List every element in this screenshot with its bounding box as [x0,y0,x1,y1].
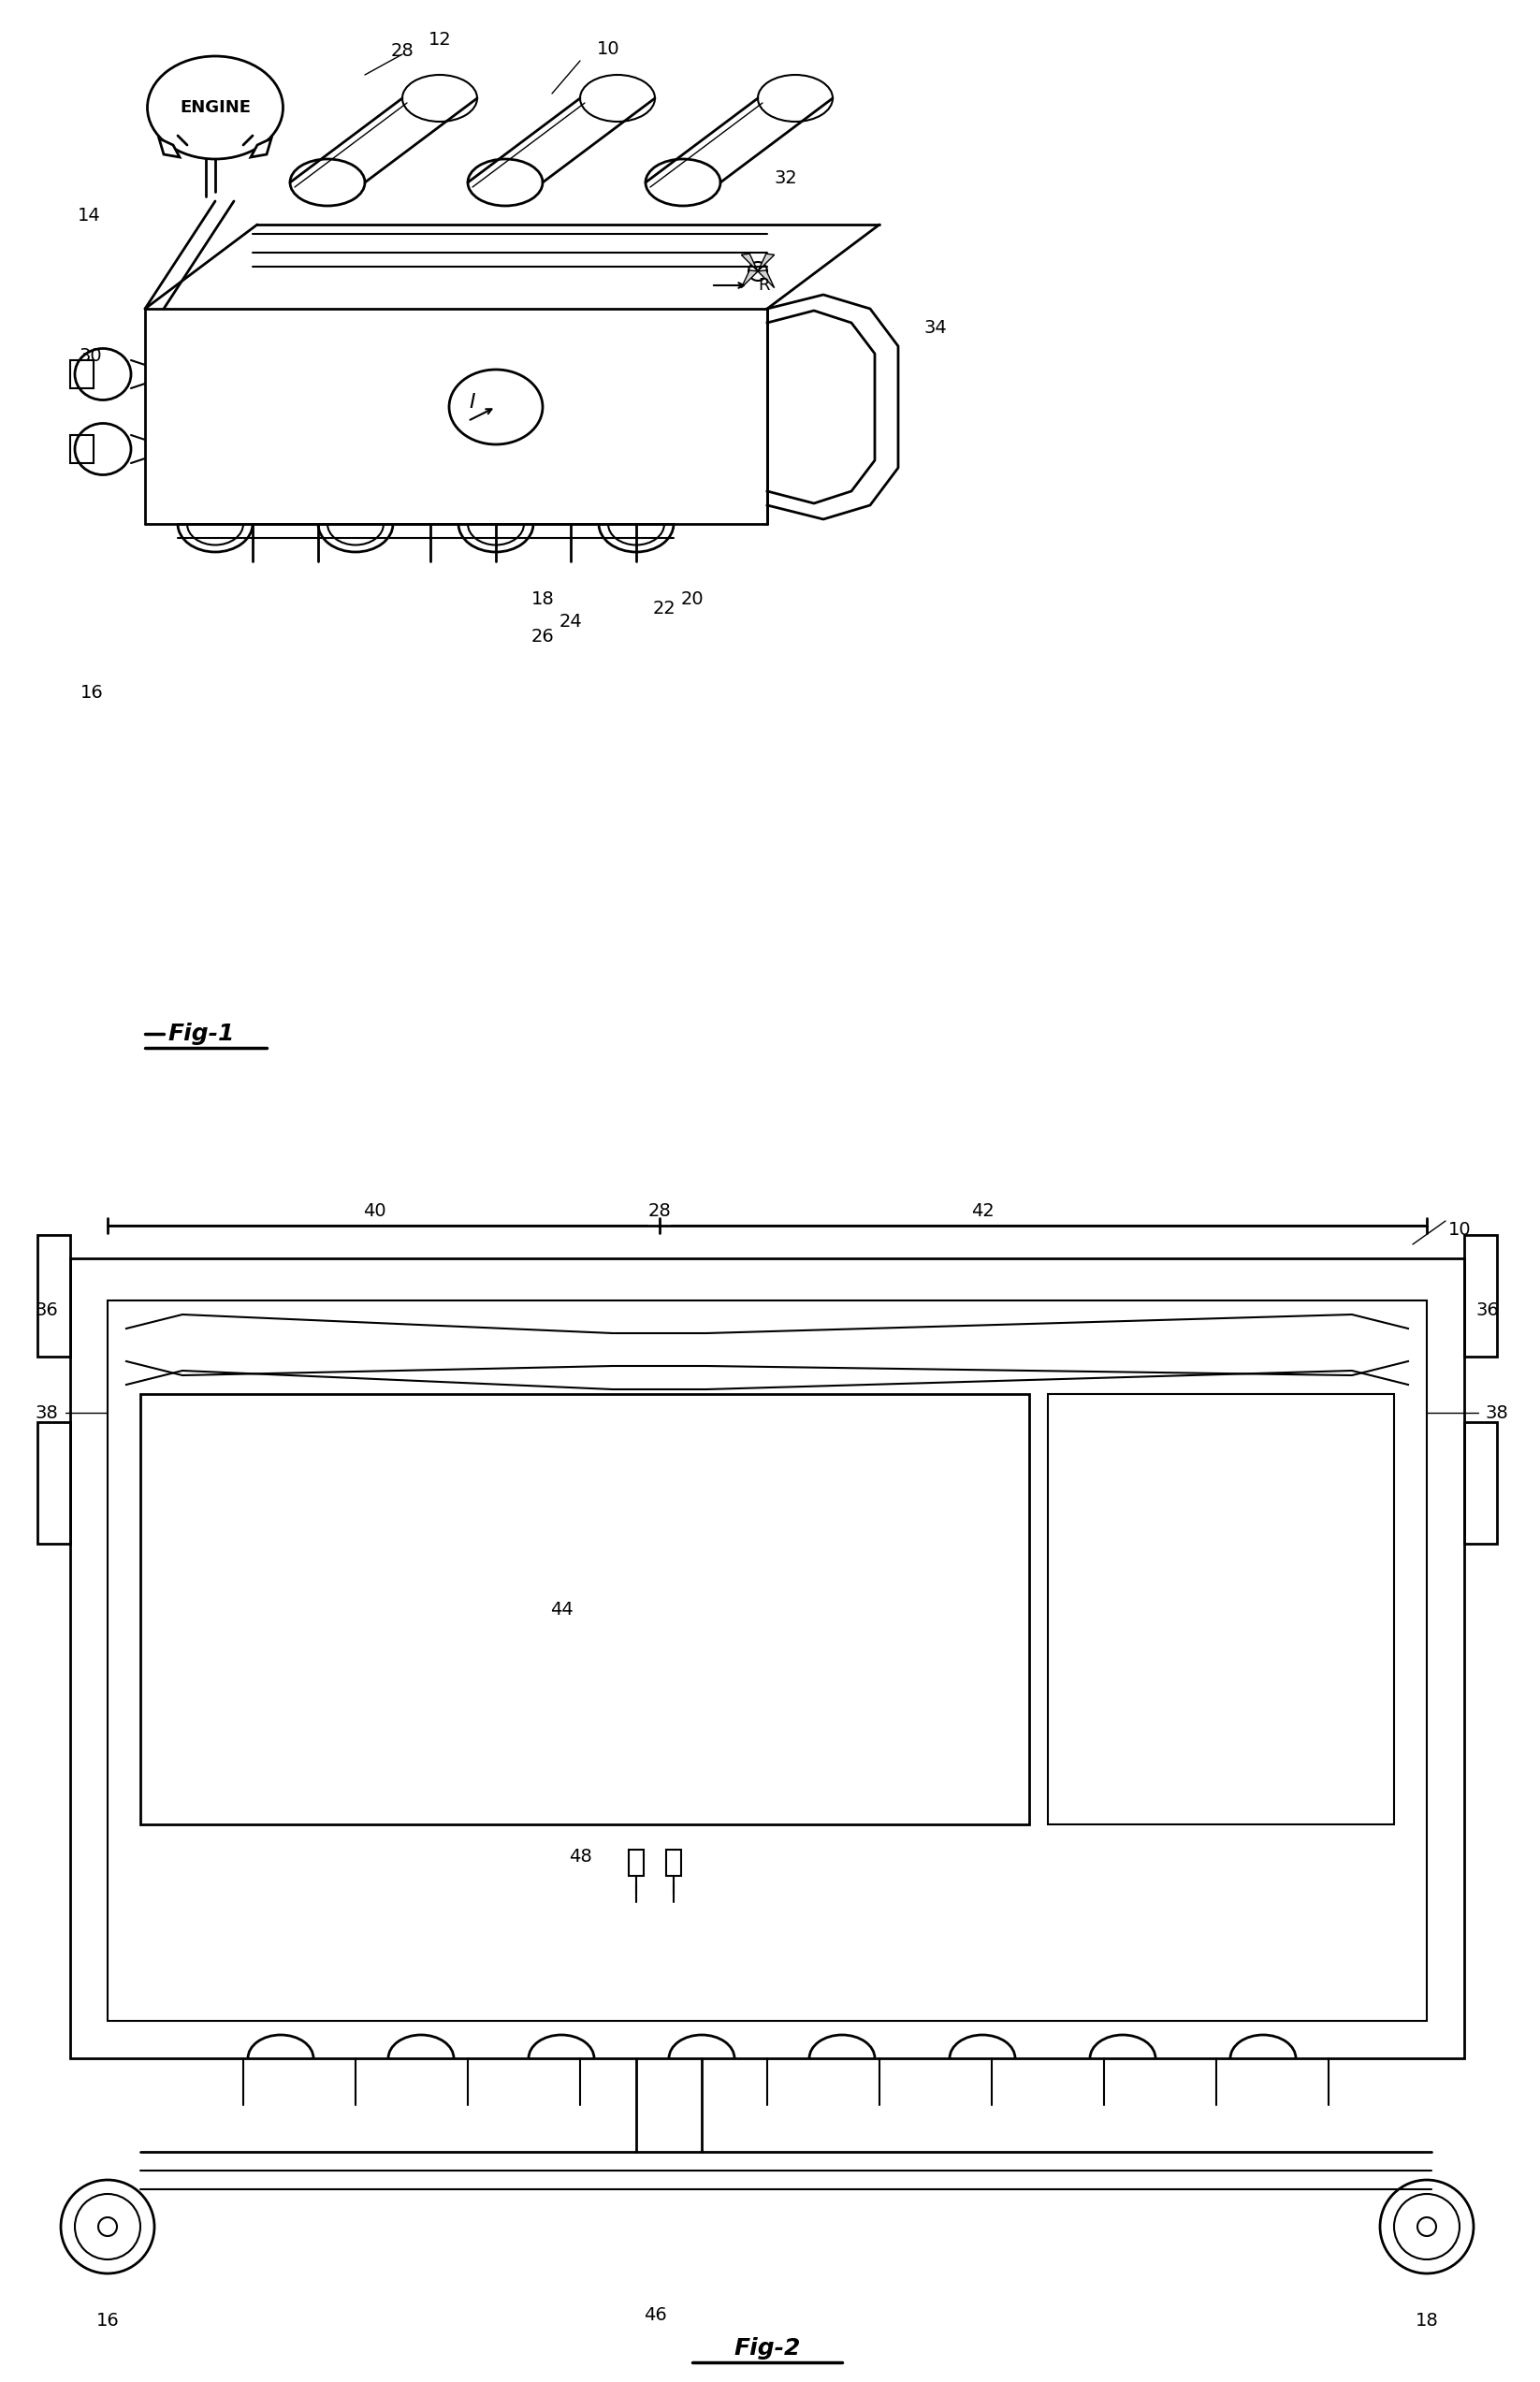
Polygon shape [251,138,271,157]
Bar [108,1301,1426,2020]
Bar [1465,1234,1497,1358]
Text: 20: 20 [681,591,704,607]
Polygon shape [159,138,180,157]
Text: Fig-2: Fig-2 [733,2337,801,2361]
Text: 16: 16 [95,2311,119,2330]
Bar [1465,1422,1497,1544]
Text: 34: 34 [924,319,947,336]
Bar [1047,1393,1394,1825]
Text: I: I [470,393,476,412]
Polygon shape [758,255,775,272]
Text: 22: 22 [653,600,676,617]
Polygon shape [741,269,758,288]
Text: 36: 36 [35,1301,59,1320]
Text: 28: 28 [391,43,414,60]
Bar [37,1234,71,1358]
Text: 10: 10 [596,40,619,57]
Bar [628,1851,644,1877]
Bar [667,1851,681,1877]
Text: 28: 28 [648,1203,671,1220]
Text: 16: 16 [80,684,103,700]
Text: 38: 38 [1486,1403,1509,1422]
Text: ENGINE: ENGINE [180,100,251,117]
Text: 30: 30 [79,348,102,364]
Text: 48: 48 [568,1848,591,1865]
Text: 14: 14 [77,207,100,224]
Text: 36: 36 [1475,1301,1498,1320]
Text: 42: 42 [970,1203,993,1220]
Polygon shape [758,269,775,288]
Text: 44: 44 [550,1601,573,1617]
Bar [71,436,94,462]
Text: 38: 38 [35,1403,59,1422]
Bar [71,360,94,388]
Text: 18: 18 [531,591,554,607]
Bar [140,1393,1029,1825]
Text: 40: 40 [363,1203,385,1220]
Text: 18: 18 [1415,2311,1438,2330]
Bar [37,1422,71,1544]
Text: 32: 32 [775,169,798,186]
Text: 10: 10 [1448,1222,1471,1239]
Bar [71,1258,1465,2058]
Text: 46: 46 [644,2306,667,2325]
Text: R: R [758,276,770,293]
Text: Fig-1: Fig-1 [168,1022,234,1046]
Text: 12: 12 [428,31,451,48]
Polygon shape [741,255,758,272]
Text: 24: 24 [559,612,582,631]
Text: 26: 26 [531,626,554,646]
